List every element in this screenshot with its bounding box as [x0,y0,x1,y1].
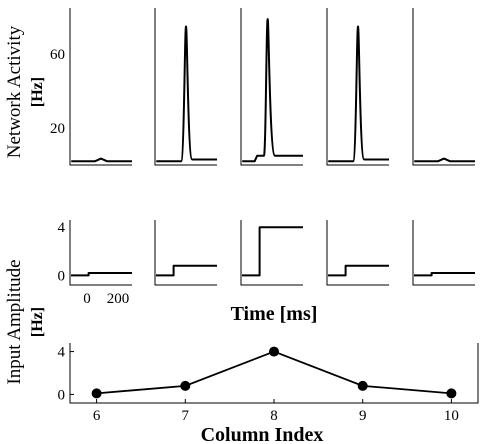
input-trace [328,264,389,277]
activity-trace [71,157,132,163]
input-axes [69,220,132,286]
input-ylabel-unit: [Hz] [29,307,46,337]
activity-axes [326,8,389,166]
input-ylabel-text: Input Amplitude [4,259,25,384]
input-panel-column-8 [240,220,303,286]
activity-panel-column-10 [412,8,475,166]
input-axes [154,220,217,286]
time-xtick-label: 200 [107,291,130,307]
input-trace [156,264,217,277]
input-panels: 0 4 0 200 [58,220,475,307]
activity-panel-column-9 [326,8,389,166]
profile-xtick-label: 10 [444,408,459,424]
input-axes [326,220,389,286]
input-panel-column-7 [154,220,217,286]
profile-xtick-label: 6 [93,408,101,424]
profile-xtick-label: 9 [359,408,367,424]
input-panel-column-9 [326,220,389,286]
profile-point-10 [446,388,457,399]
activity-axes [240,8,303,166]
input-trace [414,271,475,277]
activity-trace [414,157,475,163]
input-axes [240,220,303,286]
activity-axes [412,8,475,166]
activity-ytick-label: 20 [50,121,65,137]
activity-trace [242,18,303,163]
profile-point-6 [91,388,102,399]
profile-point-8 [269,346,279,357]
profile-xtick-label: 8 [270,408,278,424]
column-profile-plot: 0 4 6 7 8 9 10 [58,343,479,424]
profile-ytick-label: 4 [58,345,66,361]
input-ytick-label: 0 [58,268,66,284]
activity-trace [156,25,217,163]
profile-point-7 [180,380,191,391]
column-index-xlabel: Column Index [201,424,324,444]
input-trace [242,226,303,277]
activity-axes [69,8,132,166]
time-xtick-label: 0 [83,291,91,307]
activity-ylabel-text: Network Activity [4,25,25,158]
activity-trace [328,25,389,163]
input-trace [71,271,132,277]
activity-panel-column-8 [240,8,303,166]
profile-point-9 [357,380,368,391]
profile-ytick-label: 0 [58,387,66,403]
profile-xtick-label: 7 [182,408,190,424]
input-panel-column-10 [412,220,475,286]
activity-ytick-label: 60 [50,47,65,63]
activity-panel-column-7 [154,8,217,166]
input-panel-column-6: 0 4 0 200 [58,220,132,307]
input-ytick-label: 4 [58,220,66,236]
activity-ylabel-unit: [Hz] [29,77,46,107]
input-ylabel: Input Amplitude [Hz] [4,259,46,384]
profile-line [96,350,452,395]
activity-ylabel: Network Activity [Hz] [4,25,46,158]
time-xlabel: Time [ms] [231,303,318,325]
input-axes [412,220,475,286]
activity-axes [154,8,217,166]
